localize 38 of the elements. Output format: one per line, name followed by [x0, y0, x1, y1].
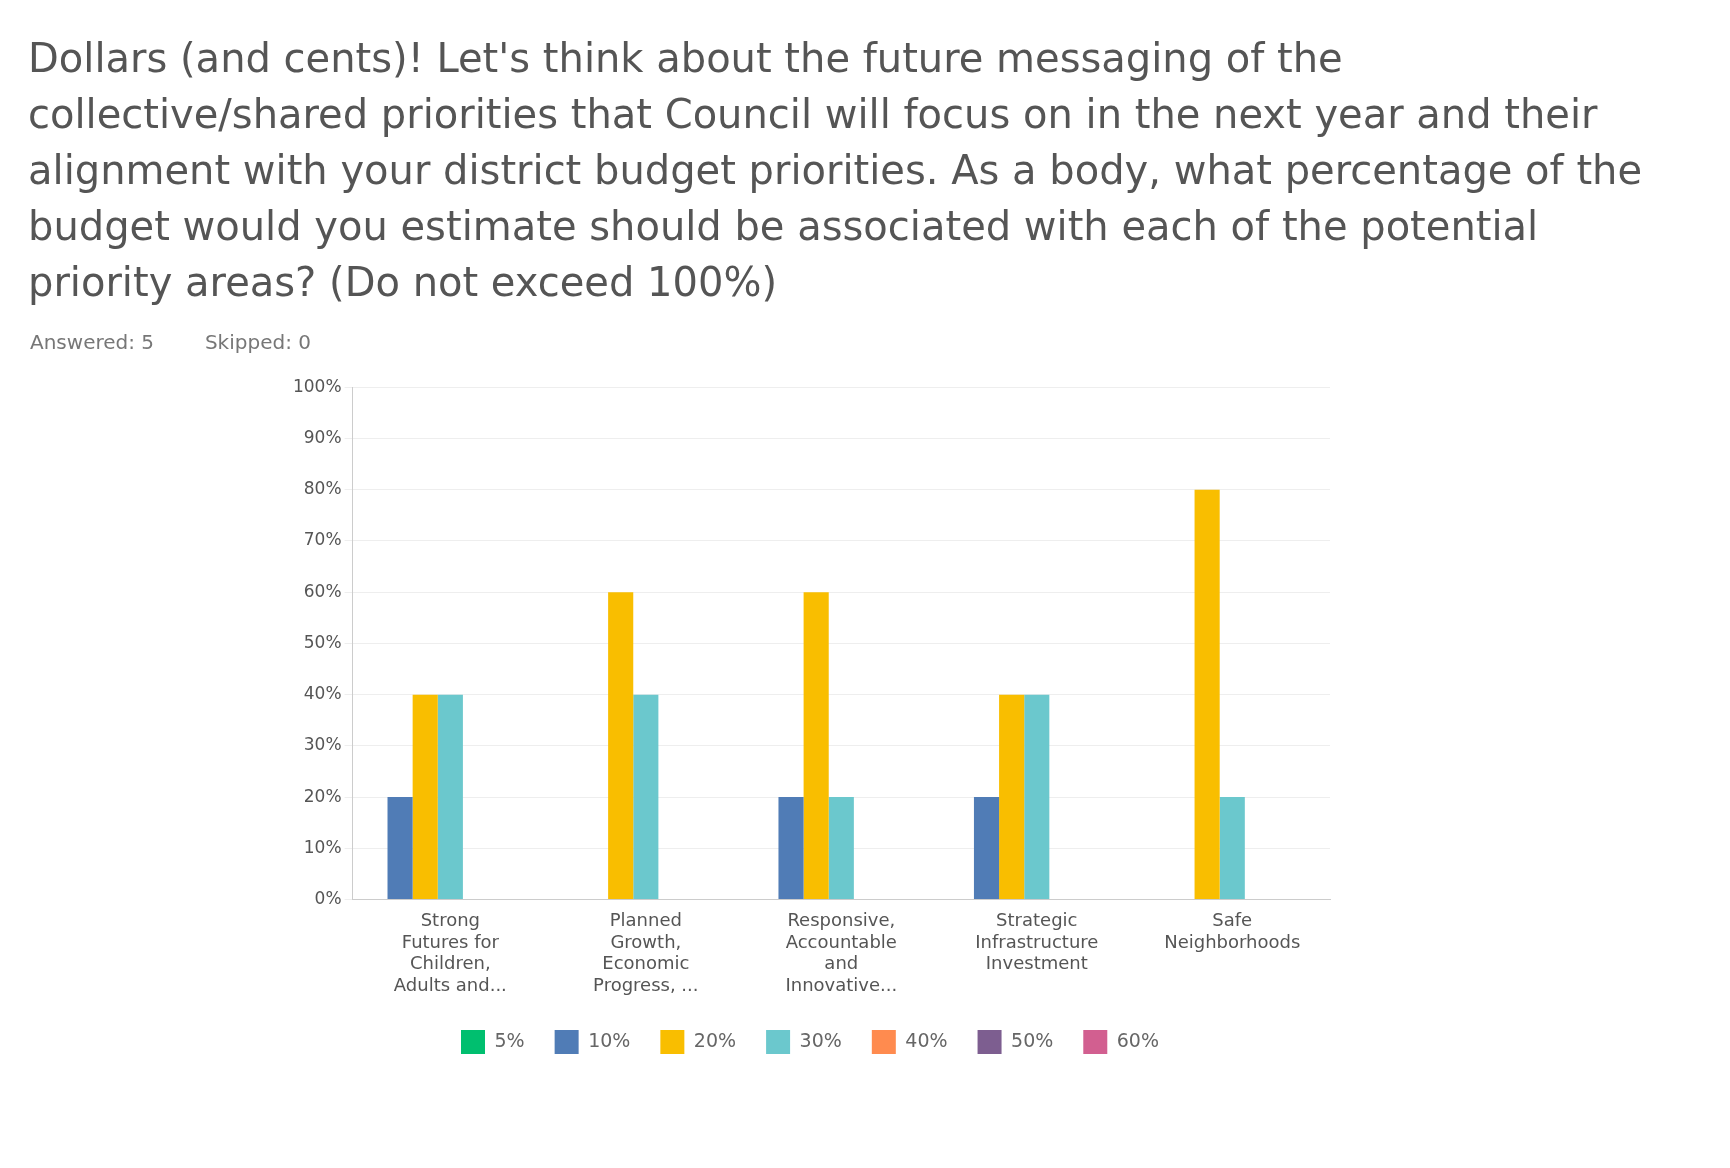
chart-title: Dollars (and cents)! Let's think about the future messaging of the collective/shared priorities that Council will focus on in the next year and their alignment with your district budget priorities. As a body, what percentage of the budget would you estimate should be associated with each of the potential priority areas? (Do not exceed 100%): [28, 34, 1644, 307]
bar: [778, 797, 804, 900]
legend-label: 30%: [799, 1028, 842, 1051]
y-tick-label: 10%: [303, 836, 342, 857]
bar: [828, 797, 854, 900]
legend-label: 50%: [1011, 1028, 1054, 1051]
y-tick-label: 80%: [303, 478, 342, 499]
bar: [437, 694, 463, 900]
legend-label: 5%: [494, 1028, 525, 1051]
bar: [973, 797, 1000, 900]
text: Answered: 5 Skipped: 0: [30, 330, 312, 354]
bar: [633, 694, 659, 900]
y-tick-label: 70%: [303, 529, 342, 550]
bar: [387, 797, 413, 900]
bar: [1219, 797, 1245, 900]
y-tick-label: 20%: [303, 785, 342, 806]
y-tick-label: 40%: [303, 683, 342, 704]
x-tick-label: Planned Growth, Economic Progress, ...: [593, 909, 699, 995]
x-tick-label: Responsive, Accountable and Innovative...: [785, 909, 898, 995]
bar: [803, 592, 829, 900]
y-tick-label: 50%: [303, 631, 342, 652]
y-tick-label: 0%: [314, 888, 342, 909]
x-tick-label: Safe Neighborhoods: [1164, 909, 1301, 952]
bar: [1024, 694, 1050, 900]
bar: [608, 592, 634, 900]
y-tick-label: 100%: [292, 375, 342, 396]
y-tick-label: 60%: [303, 580, 342, 601]
y-tick-label: 90%: [303, 426, 342, 447]
x-tick-label: Strategic Infrastructure Investment: [975, 909, 1099, 974]
legend-label: 60%: [1116, 1028, 1160, 1051]
legend-label: 10%: [588, 1028, 631, 1051]
y-tick-label: 30%: [303, 734, 342, 755]
bar: [412, 694, 438, 900]
legend-label: 40%: [905, 1028, 948, 1051]
bar: [1194, 489, 1220, 900]
x-tick-label: Strong Futures for Children, Adults and...: [393, 909, 507, 995]
bar: [999, 694, 1025, 900]
legend-label: 20%: [693, 1028, 737, 1051]
